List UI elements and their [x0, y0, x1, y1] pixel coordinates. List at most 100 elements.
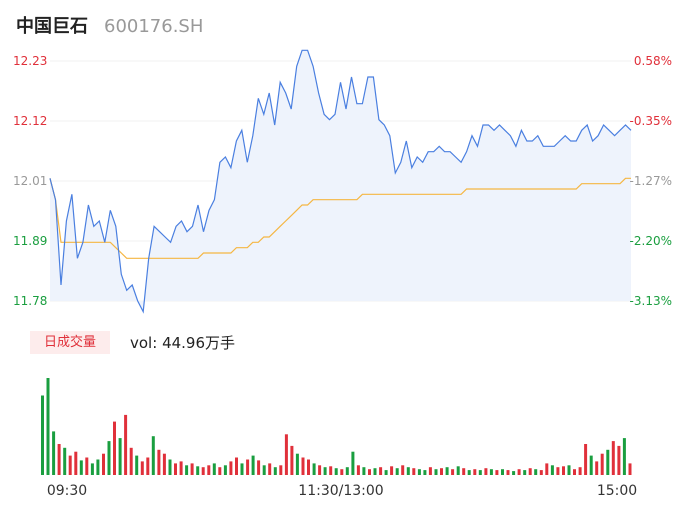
volume-bar	[451, 469, 455, 475]
volume-bar	[146, 457, 150, 475]
volume-bar	[235, 457, 238, 475]
volume-bar	[406, 467, 410, 475]
x-axis-ticks: 09:30 11:30/13:00 15:00	[47, 483, 637, 499]
volume-bar	[584, 444, 588, 475]
volume-bar	[201, 467, 205, 475]
volume-bar	[417, 469, 421, 475]
x-tick-label: 09:30	[47, 483, 87, 499]
volume-bar	[600, 453, 604, 475]
volume-bar	[434, 469, 438, 475]
volume-bar	[539, 470, 543, 475]
volume-bar	[257, 460, 261, 475]
stock-name: 中国巨石	[16, 16, 88, 37]
volume-bar	[617, 445, 621, 475]
volume-bar	[124, 414, 128, 475]
x-tick-label: 15:00	[597, 483, 637, 499]
y-tick-left: 12.12	[13, 114, 47, 128]
volume-bar	[113, 421, 116, 475]
volume-bar	[390, 466, 394, 475]
volume-bar	[528, 468, 532, 475]
volume-readout: vol: 44.96万手	[130, 332, 235, 353]
volume-bar	[174, 463, 177, 475]
stock-header: 中国巨石 600176.SH	[16, 12, 203, 40]
x-tick-label: 11:30/13:00	[298, 483, 383, 499]
volume-bar	[423, 470, 427, 475]
volume-bar	[46, 378, 50, 475]
volume-bar	[190, 463, 194, 475]
volume-bar	[168, 459, 172, 475]
volume-bar	[562, 466, 565, 475]
volume-bar	[312, 463, 316, 475]
volume-bar	[57, 444, 61, 475]
volume-bar	[589, 455, 593, 475]
volume-bar	[567, 465, 571, 475]
volume-bar	[129, 447, 133, 475]
average-price-line	[49, 177, 631, 259]
volume-bar	[63, 447, 67, 475]
volume-bar	[534, 469, 538, 475]
volume-bar	[478, 470, 482, 475]
volume-bar	[301, 457, 305, 475]
volume-value: 44.96万手	[162, 334, 236, 352]
volume-bar	[495, 470, 499, 475]
volume-bar	[218, 467, 222, 475]
volume-bar	[41, 395, 44, 475]
volume-bar	[556, 467, 560, 475]
volume-bar	[456, 466, 460, 475]
volume-bar	[135, 455, 139, 475]
volume-bar	[467, 470, 471, 475]
volume-bar	[368, 469, 371, 475]
volume-bar	[340, 469, 344, 475]
volume-bar	[318, 465, 322, 475]
volume-bar	[412, 468, 416, 475]
volume-bar	[207, 465, 211, 475]
volume-prefix: vol:	[130, 334, 158, 352]
volume-bars	[41, 378, 632, 475]
volume-bar	[90, 463, 94, 475]
volume-bar	[628, 463, 632, 475]
volume-bar	[102, 453, 105, 475]
volume-bar	[273, 467, 277, 475]
volume-bar	[473, 469, 477, 475]
volume-bar	[212, 463, 216, 475]
volume-bar	[118, 438, 122, 475]
volume-bar	[611, 441, 615, 475]
volume-bar	[379, 467, 383, 475]
volume-bar	[185, 465, 189, 475]
volume-bar	[262, 465, 266, 475]
volume-bar	[440, 468, 443, 475]
volume-bar	[523, 470, 527, 475]
y-tick-left: 11.89	[13, 234, 47, 248]
volume-bar	[68, 455, 72, 475]
volume-bar	[251, 455, 255, 475]
volume-bar	[373, 468, 377, 475]
volume-bar	[246, 459, 250, 475]
y-tick-left: 12.01	[13, 174, 47, 188]
volume-tab[interactable]: 日成交量	[30, 331, 110, 354]
volume-bar	[401, 465, 405, 475]
volume-bar	[501, 469, 504, 475]
volume-bar	[462, 468, 466, 475]
y-tick-right: -2.20%	[630, 234, 672, 248]
volume-bar	[445, 467, 449, 475]
volume-bar	[550, 465, 554, 475]
volume-bar	[107, 441, 111, 475]
volume-bar	[384, 470, 388, 475]
volume-bar	[512, 471, 516, 475]
volume-bar	[323, 467, 327, 475]
volume-bar	[606, 449, 610, 475]
volume-bar	[484, 468, 488, 475]
volume-bar	[545, 463, 549, 475]
volume-bar	[290, 445, 294, 475]
volume-bar	[52, 431, 56, 475]
volume-bar	[295, 453, 299, 475]
volume-bar	[345, 467, 349, 475]
price-area-fill	[50, 50, 631, 312]
y-axis-right: 0.58% -0.35% -1.27% -2.20% -3.13%	[630, 54, 672, 308]
price-area	[50, 50, 631, 312]
volume-bar	[595, 461, 599, 475]
volume-bar	[395, 468, 399, 475]
volume-bar	[517, 469, 521, 475]
volume-bar	[578, 467, 582, 475]
volume-bar	[179, 461, 183, 475]
